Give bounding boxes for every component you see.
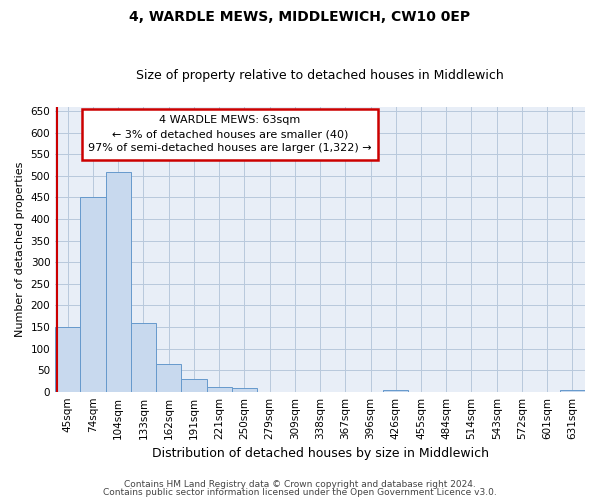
Bar — [232, 388, 257, 392]
X-axis label: Distribution of detached houses by size in Middlewich: Distribution of detached houses by size … — [152, 447, 488, 460]
Bar — [55, 327, 80, 392]
Title: Size of property relative to detached houses in Middlewich: Size of property relative to detached ho… — [136, 69, 504, 82]
Bar — [181, 378, 206, 392]
Bar — [156, 364, 181, 392]
Bar — [206, 386, 232, 392]
Bar — [131, 322, 156, 392]
Text: 4 WARDLE MEWS: 63sqm
← 3% of detached houses are smaller (40)
97% of semi-detach: 4 WARDLE MEWS: 63sqm ← 3% of detached ho… — [88, 116, 372, 154]
Bar — [80, 198, 106, 392]
Text: Contains HM Land Registry data © Crown copyright and database right 2024.: Contains HM Land Registry data © Crown c… — [124, 480, 476, 489]
Text: Contains public sector information licensed under the Open Government Licence v3: Contains public sector information licen… — [103, 488, 497, 497]
Y-axis label: Number of detached properties: Number of detached properties — [15, 162, 25, 337]
Bar — [560, 390, 585, 392]
Bar — [106, 172, 131, 392]
Text: 4, WARDLE MEWS, MIDDLEWICH, CW10 0EP: 4, WARDLE MEWS, MIDDLEWICH, CW10 0EP — [130, 10, 470, 24]
Bar — [383, 390, 409, 392]
